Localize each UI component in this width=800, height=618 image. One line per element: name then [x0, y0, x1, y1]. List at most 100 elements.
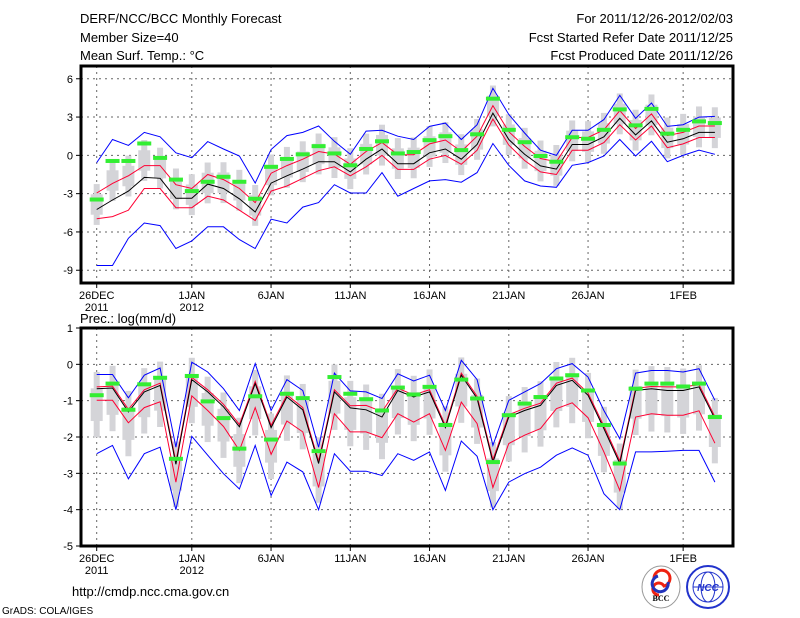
obs-marker [232, 179, 247, 184]
box-bar [613, 103, 626, 125]
series-min [96, 138, 716, 266]
obs-marker [501, 127, 516, 132]
y-tick-label: -3 [63, 189, 73, 201]
box-bar [502, 412, 515, 446]
box-bar [502, 124, 515, 145]
series-mean-sd [96, 117, 715, 222]
ncc-logo: NCC [686, 565, 730, 609]
obs-marker [248, 394, 263, 399]
box-bar [534, 150, 547, 172]
obs-marker [232, 446, 247, 451]
y-tick-label: -3 [63, 468, 73, 480]
obs-marker [137, 382, 152, 387]
series-mean-sd [96, 104, 715, 204]
obs-marker [612, 461, 627, 466]
obs-marker [153, 375, 168, 380]
x-tick-label: 1FEB [669, 290, 697, 302]
box-bar [629, 385, 642, 419]
obs-marker [565, 135, 580, 140]
series-mean-sd [96, 371, 716, 463]
series-mean-sd [96, 394, 716, 493]
box-bar [280, 157, 293, 178]
box-bar [677, 384, 690, 418]
x-tick-label: 21JAN [492, 553, 525, 565]
obs-marker [565, 373, 580, 378]
box-bar [613, 459, 626, 493]
obs-marker [121, 407, 136, 412]
chart-title: DERF/NCC/BCC Monthly Forecast [80, 11, 282, 26]
obs-marker [517, 401, 532, 406]
obs-marker [311, 449, 326, 454]
x-tick-label: 11JAN [334, 290, 366, 302]
obs-marker [549, 376, 564, 381]
obs-marker [628, 386, 643, 391]
box-bar [233, 180, 246, 201]
box-bar [661, 127, 674, 149]
box-bar [138, 150, 151, 171]
box-bar [249, 386, 262, 420]
y-tick-label: -1 [63, 396, 73, 408]
box-bar [312, 143, 325, 165]
box-bar [296, 400, 309, 434]
x-tick-label: 1FEB [669, 553, 697, 565]
obs-marker [406, 150, 421, 155]
box-bar [708, 117, 721, 138]
y-tick-label: -6 [63, 227, 73, 239]
obs-marker [517, 140, 532, 145]
box-bar [677, 124, 690, 145]
box-bar [154, 157, 167, 179]
obs-marker [501, 413, 516, 418]
obs-marker [153, 155, 168, 160]
box-bar [376, 410, 388, 443]
obs-marker [581, 136, 596, 141]
box-bar [550, 155, 563, 176]
obs-marker [422, 384, 437, 389]
obs-marker [105, 158, 120, 163]
box-bar [645, 382, 658, 416]
obs-marker [343, 163, 358, 168]
box-bar [471, 129, 484, 150]
x-tick-year: 2011 [85, 302, 109, 314]
y-tick-label: 3 [67, 112, 73, 124]
obs-marker [311, 144, 326, 149]
obs-marker [485, 460, 500, 465]
source-url[interactable]: http://cmdp.ncc.cma.gov.cn [72, 584, 229, 599]
obs-marker [406, 392, 421, 397]
box-bar [265, 164, 278, 186]
y-tick-label: -9 [63, 265, 73, 277]
box-bar [169, 178, 182, 200]
y-tick-label: -4 [63, 505, 73, 517]
obs-marker [707, 415, 722, 420]
obs-marker [216, 174, 231, 179]
obs-marker [295, 152, 310, 157]
box-bar [106, 170, 119, 191]
obs-marker [692, 381, 706, 386]
y-tick-label: 0 [67, 150, 73, 162]
obs-marker [375, 139, 389, 144]
obs-marker [264, 164, 279, 169]
x-tick-label: 1JAN [178, 290, 205, 302]
box-bar [566, 130, 579, 152]
obs-marker [533, 395, 548, 400]
series-max [96, 87, 715, 185]
box-bar [122, 407, 135, 440]
x-tick-label: 6JAN [258, 290, 285, 302]
obs-marker [248, 196, 263, 201]
obs-marker [438, 423, 453, 428]
box-bar [486, 458, 499, 492]
box-bar [439, 422, 452, 456]
bcc-logo: BCC [641, 565, 681, 609]
box-bar [423, 385, 436, 419]
obs-marker [264, 437, 279, 442]
box-bar [582, 389, 595, 422]
y-tick-label: 1 [67, 323, 73, 335]
x-tick-label: 16JAN [413, 290, 446, 302]
box-bar [217, 408, 230, 442]
x-tick-label: 26DEC [79, 290, 115, 302]
obs-marker [89, 393, 104, 398]
obs-marker [454, 377, 469, 382]
box-bar [597, 123, 610, 144]
obs-marker [644, 106, 659, 111]
obs-marker [581, 388, 596, 393]
